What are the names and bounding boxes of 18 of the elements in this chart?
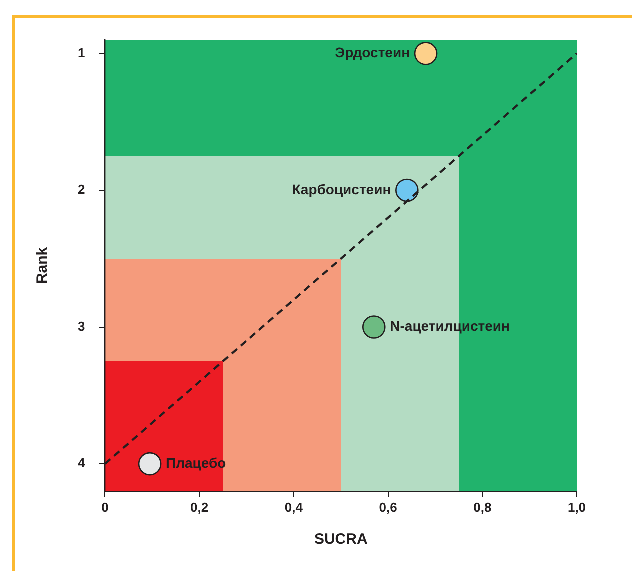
y-tick-label: 3 [78,318,86,334]
x-axis-title: SUCRA [314,531,368,548]
x-tick-label: 1,0 [568,500,586,515]
point [138,452,162,476]
y-tick-label: 4 [78,456,86,471]
point [362,316,386,339]
series-label: Карбоцистеин [292,181,392,198]
point [396,178,419,202]
x-tick-label: 0,6 [379,500,398,515]
series-label: Эрдостеин [335,44,410,61]
x-tick-label: 0,2 [190,500,209,515]
x-tick-label: 0,4 [284,500,304,515]
x-tick-label: 0,8 [474,500,492,515]
point [414,42,438,66]
x-tick-label: 0 [102,500,109,515]
y-tick-label: 2 [78,182,86,198]
y-axis-title: Rank [34,246,52,284]
y-tick-label: 1 [78,45,86,60]
